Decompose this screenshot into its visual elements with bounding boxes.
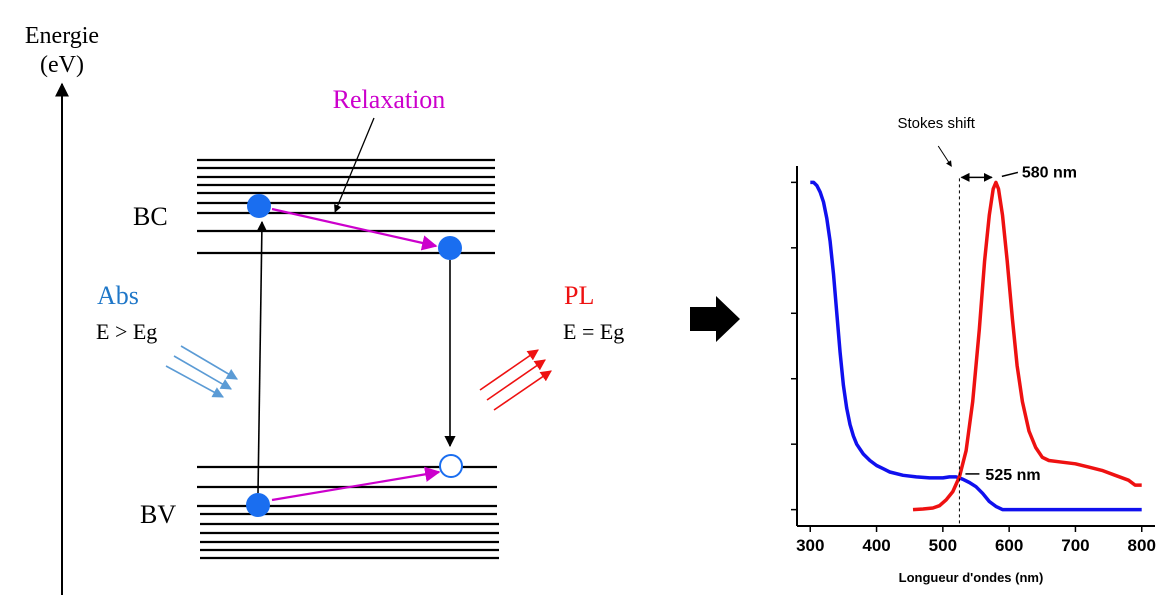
incident-photon-arrows	[165, 345, 238, 398]
x-tick-label-3: 600	[995, 536, 1023, 555]
emission-label: PL	[564, 281, 594, 310]
valence-electron	[246, 493, 270, 517]
relaxation-pointer	[334, 117, 375, 213]
stokes-shift-pointer	[937, 145, 952, 167]
emitted-photon-arrows	[479, 349, 552, 411]
relaxation-arrow	[271, 207, 438, 251]
emission-condition: E = Eg	[563, 319, 624, 344]
energy-axis-label: Energie	[25, 23, 99, 49]
stokes-shift-label: Stokes shift	[897, 115, 975, 132]
hole-relaxation-arrow	[271, 466, 441, 502]
hole	[439, 454, 463, 478]
x-tick-label-2: 500	[929, 536, 957, 555]
conduction-band-label: BC	[133, 202, 168, 231]
x-tick-label-1: 400	[862, 536, 890, 555]
valence-band-label: BV	[140, 500, 176, 529]
excitation-arrow	[256, 220, 268, 494]
relaxation-label: Relaxation	[333, 85, 446, 114]
spectrum-chart: 300 400 500 600 700 800 Stokes shift 580 nm 5…	[791, 115, 1156, 585]
energy-band-diagram: Energie (eV) BC BV	[25, 23, 624, 595]
peak-wavelength-label: 580 nm	[1022, 164, 1077, 181]
valence-band-levels	[197, 465, 499, 560]
y-ticks	[791, 181, 797, 511]
x-tick-label-5: 800	[1128, 536, 1156, 555]
absorption-curve	[810, 180, 1142, 512]
onset-wavelength-label: 525 nm	[985, 467, 1040, 484]
x-ticks: 300 400 500 600 700 800	[796, 526, 1156, 555]
x-tick-label-4: 700	[1061, 536, 1089, 555]
x-axis-title: Longueur d'ondes (nm)	[899, 570, 1044, 585]
excited-electron	[247, 194, 271, 218]
peak-leader-line	[1001, 171, 1019, 178]
absorption-condition: E > Eg	[96, 319, 157, 344]
x-tick-label-0: 300	[796, 536, 824, 555]
energy-axis-unit: (eV)	[40, 52, 84, 78]
relaxed-electron	[438, 236, 462, 260]
absorption-label: Abs	[97, 281, 139, 310]
emission-curve	[912, 180, 1142, 512]
right-arrow-icon	[690, 296, 740, 342]
